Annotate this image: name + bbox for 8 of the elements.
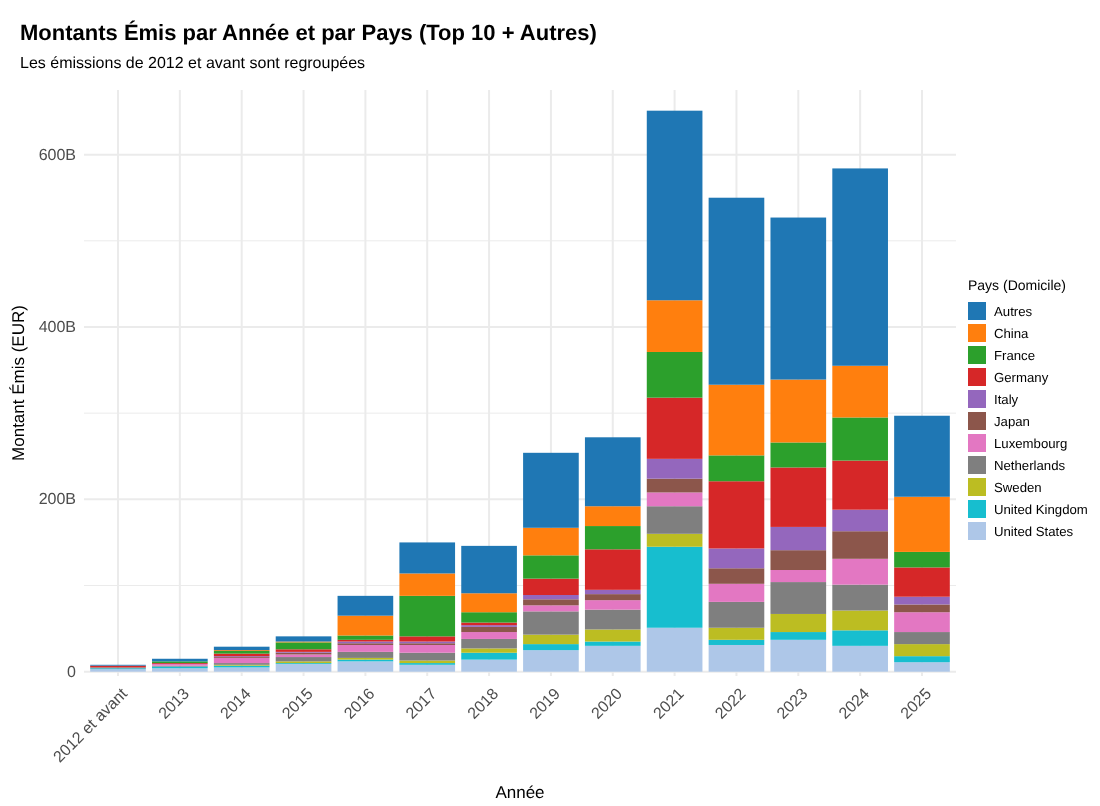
- chart-title: Montants Émis par Année et par Pays (Top 10 + Autres): [20, 20, 598, 46]
- chart-subtitle: Les émissions de 2012 et avant sont regroupées: [20, 54, 366, 72]
- y-tick-label: 0: [67, 662, 78, 681]
- y-tick-label: 600B: [38, 145, 76, 164]
- y-tick-label: 400B: [38, 318, 76, 337]
- x-axis-title: Année: [495, 782, 546, 802]
- y-axis-title: Montant Émis (EUR): [8, 304, 28, 461]
- y-tick-label: 200B: [38, 490, 76, 509]
